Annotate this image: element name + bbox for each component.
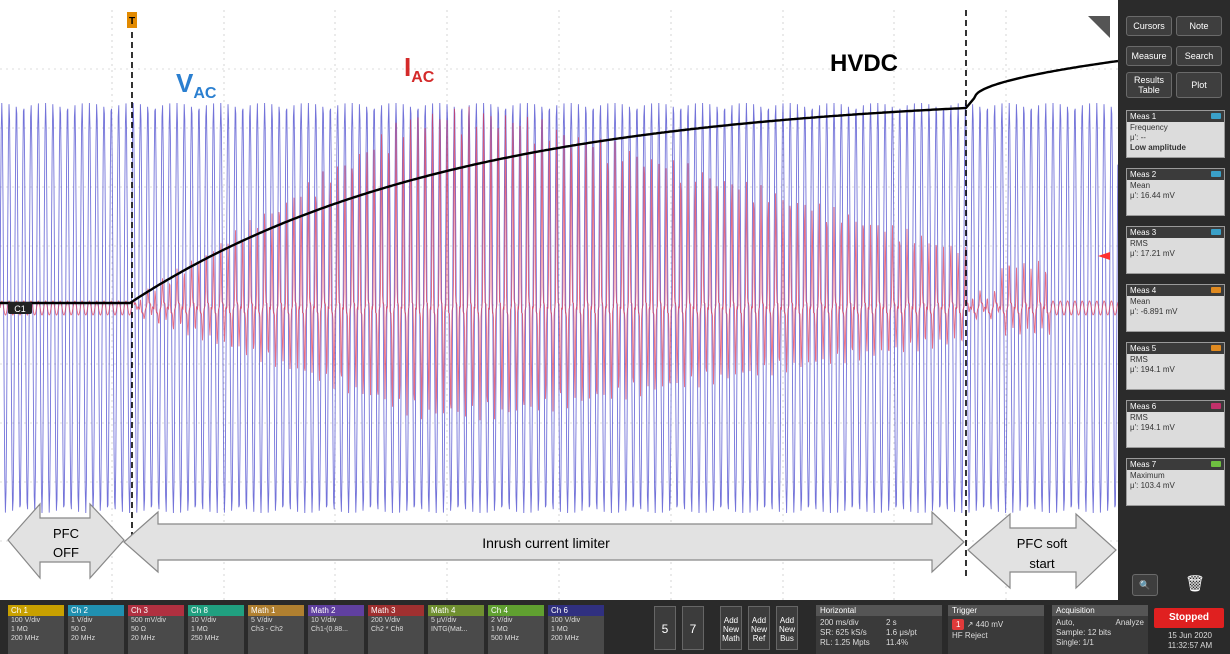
right-sidebar: Cursors Note Measure Search Results Table… <box>1118 0 1230 600</box>
hvdc-trace <box>0 59 1118 305</box>
channel-badge[interactable]: Math 3 200 V/div Ch2 * Ch8 <box>368 605 424 654</box>
channel-badge[interactable]: Ch 3 500 mV/div 50 Ω 20 MHz <box>128 605 184 654</box>
add-new-math-button[interactable]: Add New Math <box>720 606 742 650</box>
channel-badge[interactable]: Ch 1 100 V/div 1 MΩ 200 MHz <box>8 605 64 654</box>
measurement-box[interactable]: Meas 2 Mean μ': 16.44 mV <box>1126 168 1225 216</box>
measurement-source-tag <box>1211 287 1221 293</box>
iac-label: IAC <box>404 52 435 87</box>
pfc-off-arrow: PFC OFF <box>7 502 125 580</box>
measurement-source-tag <box>1211 113 1221 119</box>
add-new-ref-button[interactable]: Add New Ref <box>748 606 770 650</box>
svg-text:OFF: OFF <box>53 545 79 560</box>
measurement-source-tag <box>1211 171 1221 177</box>
plot-button[interactable]: Plot <box>1176 72 1222 98</box>
search-button[interactable]: Search <box>1176 46 1222 66</box>
cursors-button[interactable]: Cursors <box>1126 16 1172 36</box>
svg-text:Inrush current limiter: Inrush current limiter <box>482 535 610 551</box>
channel-1-marker[interactable]: C1 <box>8 302 32 314</box>
run-stop-button[interactable]: Stopped <box>1154 608 1224 628</box>
svg-text:T: T <box>129 16 135 27</box>
bottom-bar <box>0 600 1230 654</box>
measurement-box[interactable]: Meas 1 Frequency μ': -- Low amplitude <box>1126 110 1225 158</box>
waveform-display: T C1 PFC OFF Inrush current limiter PFC … <box>0 10 1118 600</box>
measurement-source-tag <box>1211 229 1221 235</box>
results-table-button[interactable]: Results Table <box>1126 72 1172 98</box>
vac-waveform <box>0 102 1118 514</box>
date-time: 15 Jun 2020 11:32:57 AM <box>1167 631 1213 650</box>
channel-7-button[interactable]: 7 <box>682 606 704 650</box>
trash-icon[interactable]: 🗑 <box>1184 576 1206 593</box>
vac-label: VAC <box>176 68 217 103</box>
add-new-bus-button[interactable]: Add New Bus <box>776 606 798 650</box>
channel-badge[interactable]: Ch 8 10 V/div 1 MΩ 250 MHz <box>188 605 244 654</box>
trigger-slope-icon: ↗ <box>966 620 974 629</box>
measurement-source-tag <box>1211 461 1221 467</box>
channel-badge[interactable]: Math 2 10 V/div Ch1-(0.88... <box>308 605 364 654</box>
pfc-soft-start-arrow: PFC soft start <box>967 512 1117 590</box>
channel-5-button[interactable]: 5 <box>654 606 676 650</box>
svg-text:C1: C1 <box>14 304 26 314</box>
iac-waveform <box>0 106 1118 421</box>
measure-button[interactable]: Measure <box>1126 46 1172 66</box>
reference-arrow-icon <box>1098 252 1110 260</box>
measurement-box[interactable]: Meas 5 RMS μ': 194.1 mV <box>1126 342 1225 390</box>
measurement-source-tag <box>1211 345 1221 351</box>
hvdc-label: HVDC <box>830 50 899 77</box>
measurement-box[interactable]: Meas 6 RMS μ': 194.1 mV <box>1126 400 1225 448</box>
measurement-box[interactable]: Meas 3 RMS μ': 17.21 mV <box>1126 226 1225 274</box>
inrush-limiter-arrow: Inrush current limiter <box>123 510 965 574</box>
trigger-marker[interactable]: T <box>127 12 137 28</box>
corner-collapse-icon[interactable] <box>1088 16 1110 38</box>
horizontal-panel[interactable]: Horizontal 200 ms/div 2 s SR: 625 kS/s 1.6… <box>816 605 942 654</box>
svg-text:PFC: PFC <box>53 526 79 541</box>
acquisition-panel[interactable]: Acquisition Auto, Analyze Sample: 12 bits… <box>1052 605 1148 654</box>
svg-text:PFC soft: PFC soft <box>1017 536 1068 551</box>
svg-text:start: start <box>1029 556 1055 571</box>
measurement-box[interactable]: Meas 4 Mean μ': -6.891 mV <box>1126 284 1225 332</box>
zoom-search-icon[interactable]: 🔍 <box>1132 574 1158 596</box>
channel-badge[interactable]: Ch 6 100 V/div 1 MΩ 200 MHz <box>548 605 604 654</box>
trigger-panel[interactable]: Trigger 1 ↗ 440 mV HF Reject <box>948 605 1044 654</box>
note-button[interactable]: Note <box>1176 16 1222 36</box>
measurement-source-tag <box>1211 403 1221 409</box>
trigger-channel-badge: 1 <box>952 619 965 630</box>
measurement-box[interactable]: Meas 7 Maximum μ': 103.4 mV <box>1126 458 1225 506</box>
